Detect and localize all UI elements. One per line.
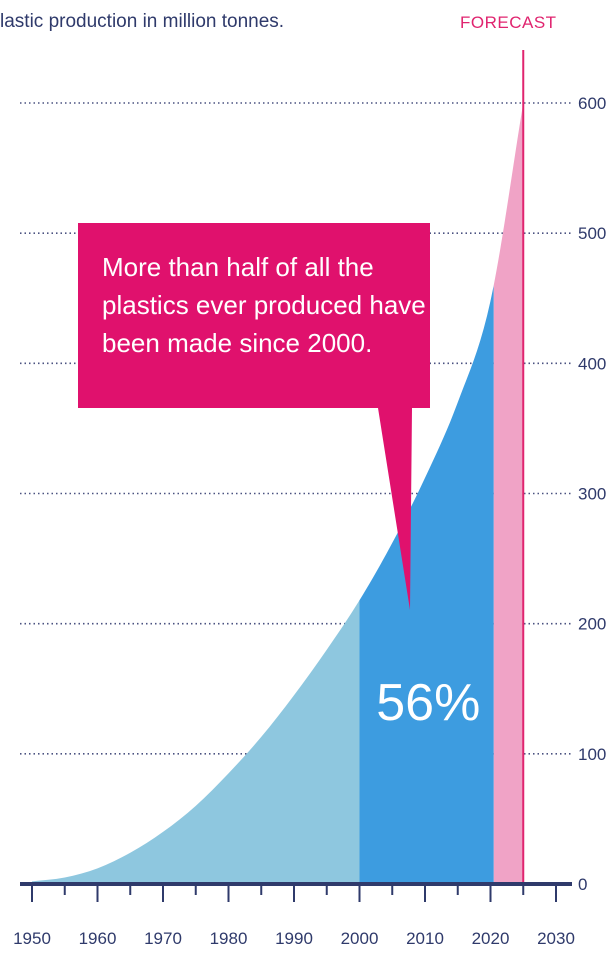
- x-tick-label: 2000: [341, 929, 379, 948]
- y-tick-label: 200: [578, 615, 606, 634]
- callout-box: [78, 223, 430, 610]
- area-segment-2: [359, 284, 494, 885]
- y-tick-label: 500: [578, 224, 606, 243]
- area-series: 56%: [32, 50, 525, 885]
- x-tick-label: 2010: [406, 929, 444, 948]
- annotation-callout: More than half of all the plastics ever p…: [78, 223, 430, 610]
- area-segment-1: [32, 600, 360, 884]
- y-tick-label: 600: [578, 94, 606, 113]
- area-segment-3: [493, 103, 524, 884]
- x-tick-label: 1970: [144, 929, 182, 948]
- x-tick-label: 1990: [275, 929, 313, 948]
- y-tick-label: 400: [578, 354, 606, 373]
- y-tick-label: 300: [578, 485, 606, 504]
- share-label: 56%: [376, 674, 480, 732]
- chart-subtitle: lastic production in million tonnes.: [0, 11, 284, 32]
- x-tick-label: 1980: [210, 929, 248, 948]
- callout-line-1: More than half of all the: [102, 252, 374, 282]
- callout-line-3: been made since 2000.: [102, 328, 372, 358]
- x-axis-ticks: 1950 1960 1970 1980 1990 2000 2010 2020 2030: [13, 929, 575, 948]
- y-tick-label: 0: [578, 875, 587, 894]
- callout-line-2: plastics ever produced have: [102, 290, 426, 320]
- x-tick-label: 1960: [79, 929, 117, 948]
- x-axis: [20, 882, 572, 902]
- forecast-label: FORECAST: [460, 13, 557, 32]
- x-tick-label: 2020: [472, 929, 510, 948]
- y-axis-ticks: 0 100 200 300 400 500 600: [578, 94, 606, 894]
- y-tick-label: 100: [578, 745, 606, 764]
- x-tick-label: 1950: [13, 929, 51, 948]
- x-tick-label: 2030: [537, 929, 575, 948]
